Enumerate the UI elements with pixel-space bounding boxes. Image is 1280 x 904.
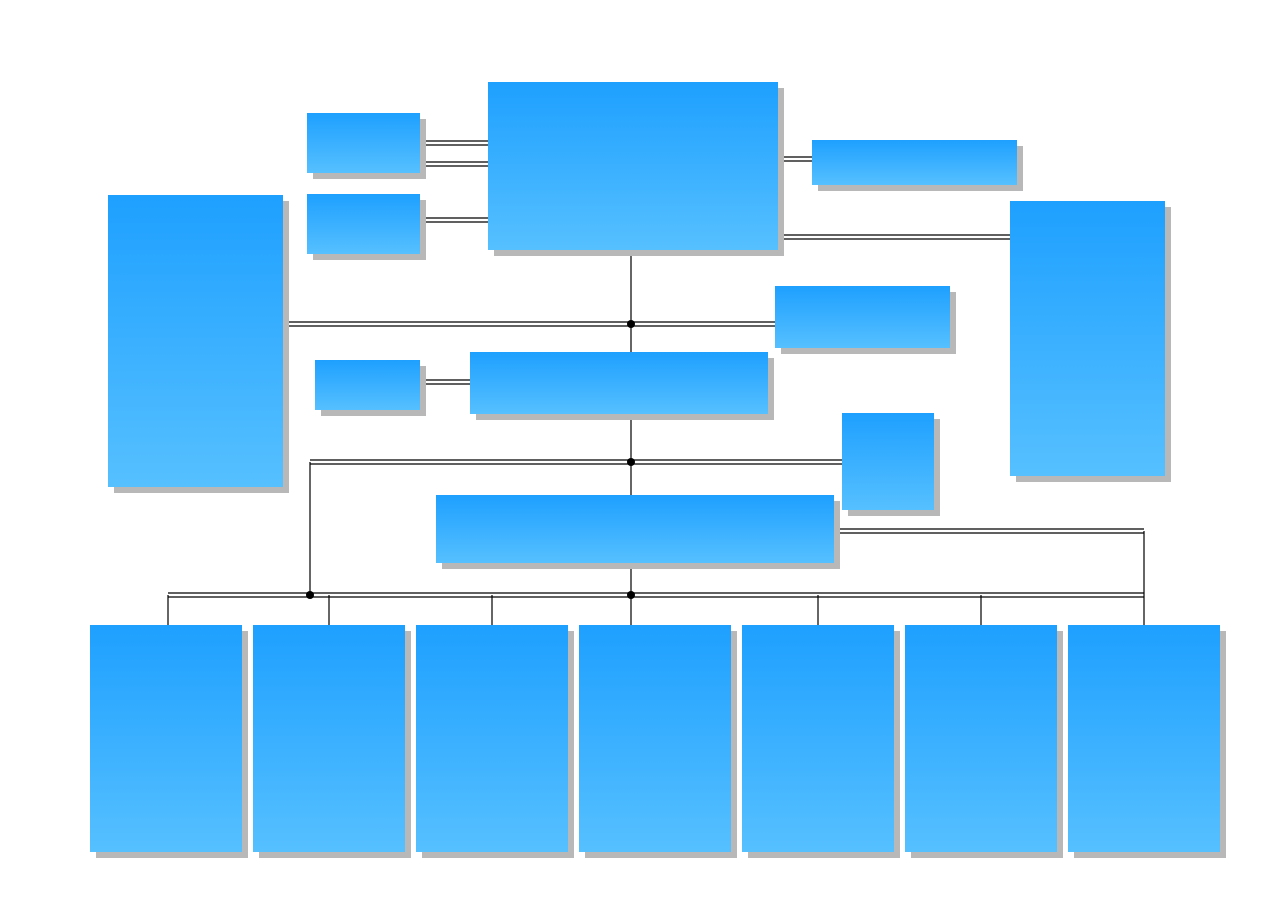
edge-double-11 (168, 593, 631, 597)
node-bar3 (436, 495, 840, 569)
node-b3 (579, 625, 737, 858)
edge-double-4 (778, 235, 1010, 239)
edge-double-8 (310, 460, 631, 464)
node-b6 (1068, 625, 1226, 858)
edge-double-2 (420, 218, 488, 222)
node-s3 (315, 360, 426, 416)
junction-2 (306, 591, 314, 599)
nodes-layer (90, 82, 1226, 858)
node-sq (842, 413, 940, 516)
node-top (488, 82, 784, 256)
edge-double-7 (420, 380, 470, 384)
node-s1 (307, 113, 426, 179)
node-b0 (90, 625, 248, 858)
edge-double-1 (420, 162, 488, 166)
node-rightbig (1010, 201, 1171, 482)
edge-double-9 (631, 460, 842, 464)
org-chart-diagram (0, 0, 1280, 904)
node-s2 (307, 194, 426, 260)
node-leftbig (108, 195, 289, 493)
node-mr (775, 286, 956, 354)
junction-1 (627, 458, 635, 466)
node-tr (812, 140, 1023, 191)
node-b5 (905, 625, 1063, 858)
edge-double-6 (631, 322, 775, 326)
node-midbar (470, 352, 774, 420)
edge-double-12 (631, 593, 1144, 597)
edge-double-0 (420, 141, 488, 145)
node-b1 (253, 625, 411, 858)
junction-0 (627, 320, 635, 328)
edge-double-5 (283, 322, 631, 326)
node-b2 (416, 625, 574, 858)
node-b4 (742, 625, 900, 858)
junction-3 (627, 591, 635, 599)
